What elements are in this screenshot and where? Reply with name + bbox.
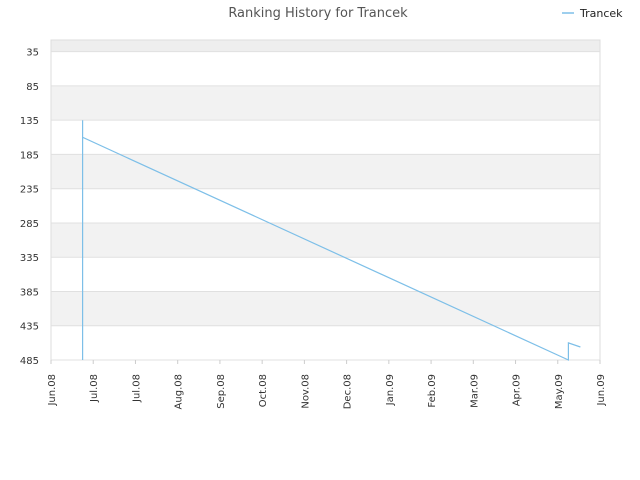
grid-band bbox=[51, 120, 600, 155]
grid-band bbox=[51, 325, 600, 360]
grid-bands bbox=[51, 40, 600, 360]
x-tick-label: Apr.09 bbox=[512, 374, 523, 406]
series-line-trancek bbox=[81, 120, 581, 361]
y-tick-label: 385 bbox=[20, 287, 39, 298]
y-axis: 35 85 135 185 235 285 335 385 435 485 bbox=[20, 48, 39, 367]
grid-band bbox=[51, 154, 600, 189]
series-layer bbox=[81, 120, 581, 361]
x-tick-label: Aug.08 bbox=[174, 374, 185, 409]
x-tick-label: Jun.09 bbox=[596, 374, 607, 407]
y-tick-label: 185 bbox=[20, 150, 39, 161]
y-tick-label: 285 bbox=[20, 219, 39, 230]
y-tick-label: 485 bbox=[20, 356, 39, 367]
y-tick-label: 435 bbox=[20, 322, 39, 333]
x-tick-label: Sep.08 bbox=[216, 374, 227, 409]
legend[interactable]: Trancek bbox=[562, 7, 623, 20]
y-tick-label: 85 bbox=[26, 82, 39, 93]
y-tick-label: 235 bbox=[20, 185, 39, 196]
grid-band bbox=[51, 85, 600, 121]
x-tick-label: Jun.08 bbox=[47, 374, 58, 407]
x-tick-label: Nov.08 bbox=[300, 374, 311, 409]
legend-label: Trancek bbox=[579, 7, 623, 20]
y-tick-label: 35 bbox=[26, 48, 39, 59]
x-tick-label: May.09 bbox=[554, 374, 565, 409]
grid-band bbox=[51, 51, 600, 86]
x-tick-label: Jul.08 bbox=[89, 374, 100, 403]
chart-title: Ranking History for Trancek bbox=[228, 6, 408, 21]
grid-band bbox=[51, 291, 600, 326]
x-tick-label: Jul.08 bbox=[131, 374, 142, 403]
x-tick-label: Feb.09 bbox=[427, 374, 438, 408]
grid-band bbox=[51, 257, 600, 292]
grid-band bbox=[51, 222, 600, 258]
x-tick-label: Jan.09 bbox=[385, 374, 396, 406]
grid-lines bbox=[50, 39, 601, 361]
grid-band bbox=[51, 188, 600, 223]
y-tick-label: 135 bbox=[20, 116, 39, 127]
x-tick-label: Dec.08 bbox=[343, 374, 354, 409]
x-axis: Jun.08 Jul.08 Jul.08 Aug.08 Sep.08 Oct.08 Nov.… bbox=[47, 360, 607, 409]
x-tick-label: Mar.09 bbox=[469, 374, 480, 408]
grid-band bbox=[51, 40, 600, 52]
x-tick-label: Oct.08 bbox=[258, 374, 269, 407]
y-tick-label: 335 bbox=[20, 253, 39, 264]
